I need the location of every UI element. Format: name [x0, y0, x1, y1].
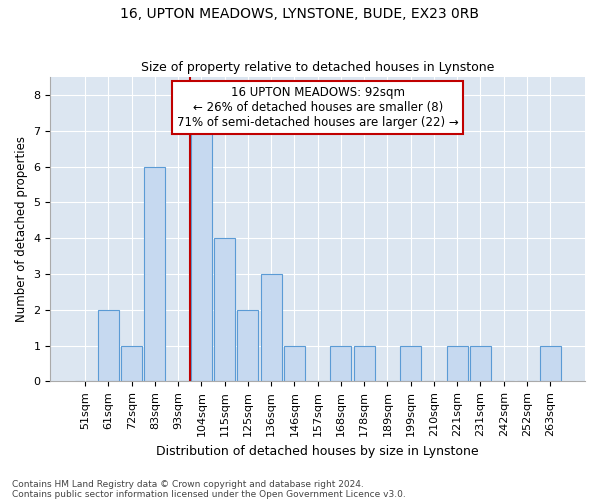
Bar — [470, 346, 491, 382]
Bar — [354, 346, 374, 382]
Bar — [121, 346, 142, 382]
Bar — [400, 346, 421, 382]
Text: Contains public sector information licensed under the Open Government Licence v3: Contains public sector information licen… — [12, 490, 406, 499]
Text: Contains HM Land Registry data © Crown copyright and database right 2024.: Contains HM Land Registry data © Crown c… — [12, 480, 364, 489]
Title: Size of property relative to detached houses in Lynstone: Size of property relative to detached ho… — [141, 62, 494, 74]
Text: 16, UPTON MEADOWS, LYNSTONE, BUDE, EX23 0RB: 16, UPTON MEADOWS, LYNSTONE, BUDE, EX23 … — [121, 8, 479, 22]
Bar — [191, 130, 212, 382]
Bar — [238, 310, 259, 382]
Bar — [284, 346, 305, 382]
Bar — [540, 346, 561, 382]
Text: 16 UPTON MEADOWS: 92sqm
← 26% of detached houses are smaller (8)
71% of semi-det: 16 UPTON MEADOWS: 92sqm ← 26% of detache… — [177, 86, 458, 129]
Bar — [447, 346, 467, 382]
Bar — [214, 238, 235, 382]
Y-axis label: Number of detached properties: Number of detached properties — [15, 136, 28, 322]
X-axis label: Distribution of detached houses by size in Lynstone: Distribution of detached houses by size … — [157, 444, 479, 458]
Bar — [331, 346, 352, 382]
Bar — [98, 310, 119, 382]
Bar — [145, 166, 166, 382]
Bar — [261, 274, 281, 382]
